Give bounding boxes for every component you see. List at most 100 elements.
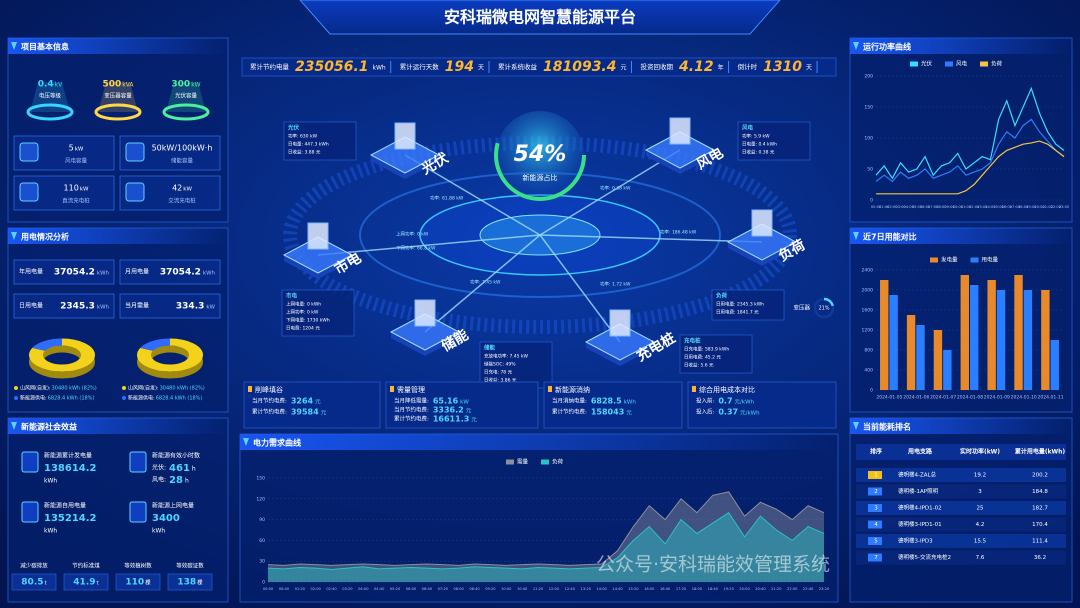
table-cell: 德明楼3-IPD3 <box>898 537 933 545</box>
panel-header <box>8 418 228 434</box>
x-tick-label: 13:20 <box>581 587 592 591</box>
table-cell: 德明楼5-交流充电桩2 <box>898 553 951 561</box>
stat-unit: t <box>45 581 48 587</box>
x-tick-label: 06:40 <box>422 587 433 591</box>
flow-label: 功率: 0.38 kW <box>600 185 631 192</box>
summary-unit: 年 <box>718 64 724 72</box>
donut-segment <box>137 338 203 372</box>
stat-label: 减少碳排放 <box>20 562 48 570</box>
x-tick-label: 18:00 <box>692 587 703 591</box>
info-line: 日收益: 5.6 元 <box>684 362 714 369</box>
rank-badge <box>868 504 882 512</box>
series-line <box>875 86 1065 180</box>
item-value: 5 <box>69 144 74 153</box>
unit: 元 <box>626 410 632 417</box>
panel-icon <box>11 42 17 50</box>
x-tick-label: 21:00 <box>1042 205 1053 209</box>
legend-label: 风电 <box>956 60 968 68</box>
info-box <box>281 289 355 337</box>
card-label: 投入后: <box>696 408 715 416</box>
info-line: 充放电功率: 7.45 kW <box>484 353 529 360</box>
unit: kWh <box>97 305 110 311</box>
panel-title: 当前能耗排名 <box>863 422 911 432</box>
x-tick-label: 17:00 <box>1010 205 1021 209</box>
x-tick-label: 02:00 <box>887 205 898 209</box>
x-tick-label: 08:00 <box>453 587 464 591</box>
panel-icon <box>853 422 859 430</box>
info-title: 负荷 <box>716 292 728 300</box>
benefit-value: 28 <box>169 475 183 486</box>
x-tick-label: 06:00 <box>406 587 417 591</box>
node-tile <box>726 223 798 261</box>
stat-value: 138 <box>177 578 196 588</box>
y-tick-label: 30 <box>259 559 265 565</box>
x-tick-label: 2024-01-06 <box>903 395 929 401</box>
benefit-label: 新能源自用电量 <box>44 502 86 510</box>
flow-line <box>424 234 541 333</box>
legend-label: 用电量 <box>982 256 999 264</box>
card-mark <box>548 386 552 392</box>
x-tick-label: 00:00 <box>871 205 882 209</box>
stat-unit: 棵 <box>145 579 151 587</box>
table-row <box>856 534 1066 548</box>
legend-label: 需量 <box>517 459 529 466</box>
legend-value: 6828.4 kWh (18%) <box>48 396 95 402</box>
info-line: 日电量: 447.3 kWh <box>288 141 329 148</box>
card <box>119 259 221 285</box>
card <box>13 259 115 285</box>
summary-label: 累计节约电量 <box>250 62 290 71</box>
flow-line <box>539 149 681 236</box>
table-cell: 德明楼4-ZAL总 <box>898 471 937 479</box>
x-tick-label: 2024-01-10 <box>1011 395 1037 401</box>
item-unit: kW <box>80 187 89 193</box>
info-label: 电压等级 <box>39 92 62 100</box>
panel-icon <box>853 232 859 240</box>
card-label: 当月降低需量: <box>394 397 429 405</box>
unit: 元 <box>471 417 477 424</box>
legend-swatch <box>910 61 918 67</box>
table-cell: 182.7 <box>1032 506 1048 512</box>
panel-title: 运行功率曲线 <box>863 42 911 52</box>
stat-box <box>167 573 213 591</box>
center-value: 54% <box>514 142 567 167</box>
node-icon <box>414 299 436 327</box>
node-tile <box>389 313 461 351</box>
card-label: 累计节约电费: <box>394 415 429 423</box>
glow-base <box>94 103 142 121</box>
x-tick-label: 14:40 <box>612 587 623 591</box>
card-label: 当月消纳电量: <box>552 397 587 405</box>
gauge-value: 21% <box>818 306 829 312</box>
value: 3336.2 <box>433 406 464 415</box>
info-line: 日收益: 0.38 元 <box>742 149 775 156</box>
bar <box>1023 290 1033 390</box>
table-cell: 5 <box>874 539 878 545</box>
legend-label: 山风网(自发): <box>128 385 159 392</box>
x-tick-label: 2024-01-11 <box>1037 395 1063 401</box>
column-header: 实时功率(kW) <box>960 448 1000 456</box>
x-tick-label: 17:20 <box>676 587 687 591</box>
unit: kWh <box>624 400 637 406</box>
y-tick-label: 150 <box>256 476 265 482</box>
legend-dot <box>14 386 18 390</box>
item-label: 储能容量 <box>171 157 194 165</box>
table-row <box>856 517 1066 532</box>
table-row <box>856 468 1066 482</box>
table-cell: 4 <box>874 522 878 528</box>
legend-dot <box>14 396 18 400</box>
table-cell: 25 <box>977 506 984 512</box>
y-tick-label: 50 <box>867 167 873 173</box>
stat-box <box>115 573 161 591</box>
bar <box>880 280 889 390</box>
info-title: 光伏 <box>287 124 300 132</box>
rank-badge <box>868 553 882 562</box>
info-box <box>711 289 785 321</box>
rank-badge <box>868 520 882 529</box>
benefit-value: 461 <box>169 463 190 474</box>
benefit-label: 新能源累计发电量 <box>44 452 92 460</box>
panel-icon <box>853 42 859 50</box>
value: 65.16 <box>433 397 459 406</box>
value: 2345.3 <box>60 302 95 312</box>
flow-label: 上网功率: 0 kW <box>396 231 429 238</box>
series-line <box>267 491 825 566</box>
item-unit: kW <box>183 187 192 193</box>
